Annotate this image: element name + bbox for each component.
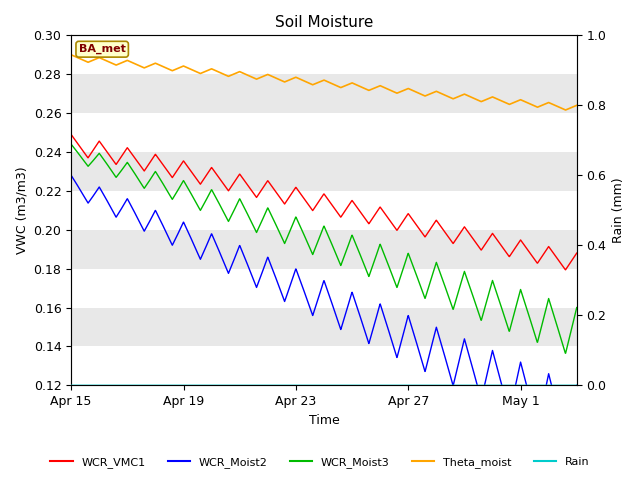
Bar xyxy=(71,36,577,74)
Legend: WCR_VMC1, WCR_Moist2, WCR_Moist3, Theta_moist, Rain: WCR_VMC1, WCR_Moist2, WCR_Moist3, Theta_… xyxy=(46,452,594,472)
Bar xyxy=(71,347,577,385)
Bar xyxy=(71,308,577,347)
Bar xyxy=(71,152,577,191)
X-axis label: Time: Time xyxy=(308,414,339,427)
Title: Soil Moisture: Soil Moisture xyxy=(275,15,373,30)
Bar xyxy=(71,74,577,113)
Y-axis label: VWC (m3/m3): VWC (m3/m3) xyxy=(15,167,28,254)
Bar xyxy=(71,113,577,152)
Bar xyxy=(71,269,577,308)
Bar xyxy=(71,191,577,230)
Bar xyxy=(71,230,577,269)
Text: BA_met: BA_met xyxy=(79,44,125,54)
Y-axis label: Rain (mm): Rain (mm) xyxy=(612,178,625,243)
